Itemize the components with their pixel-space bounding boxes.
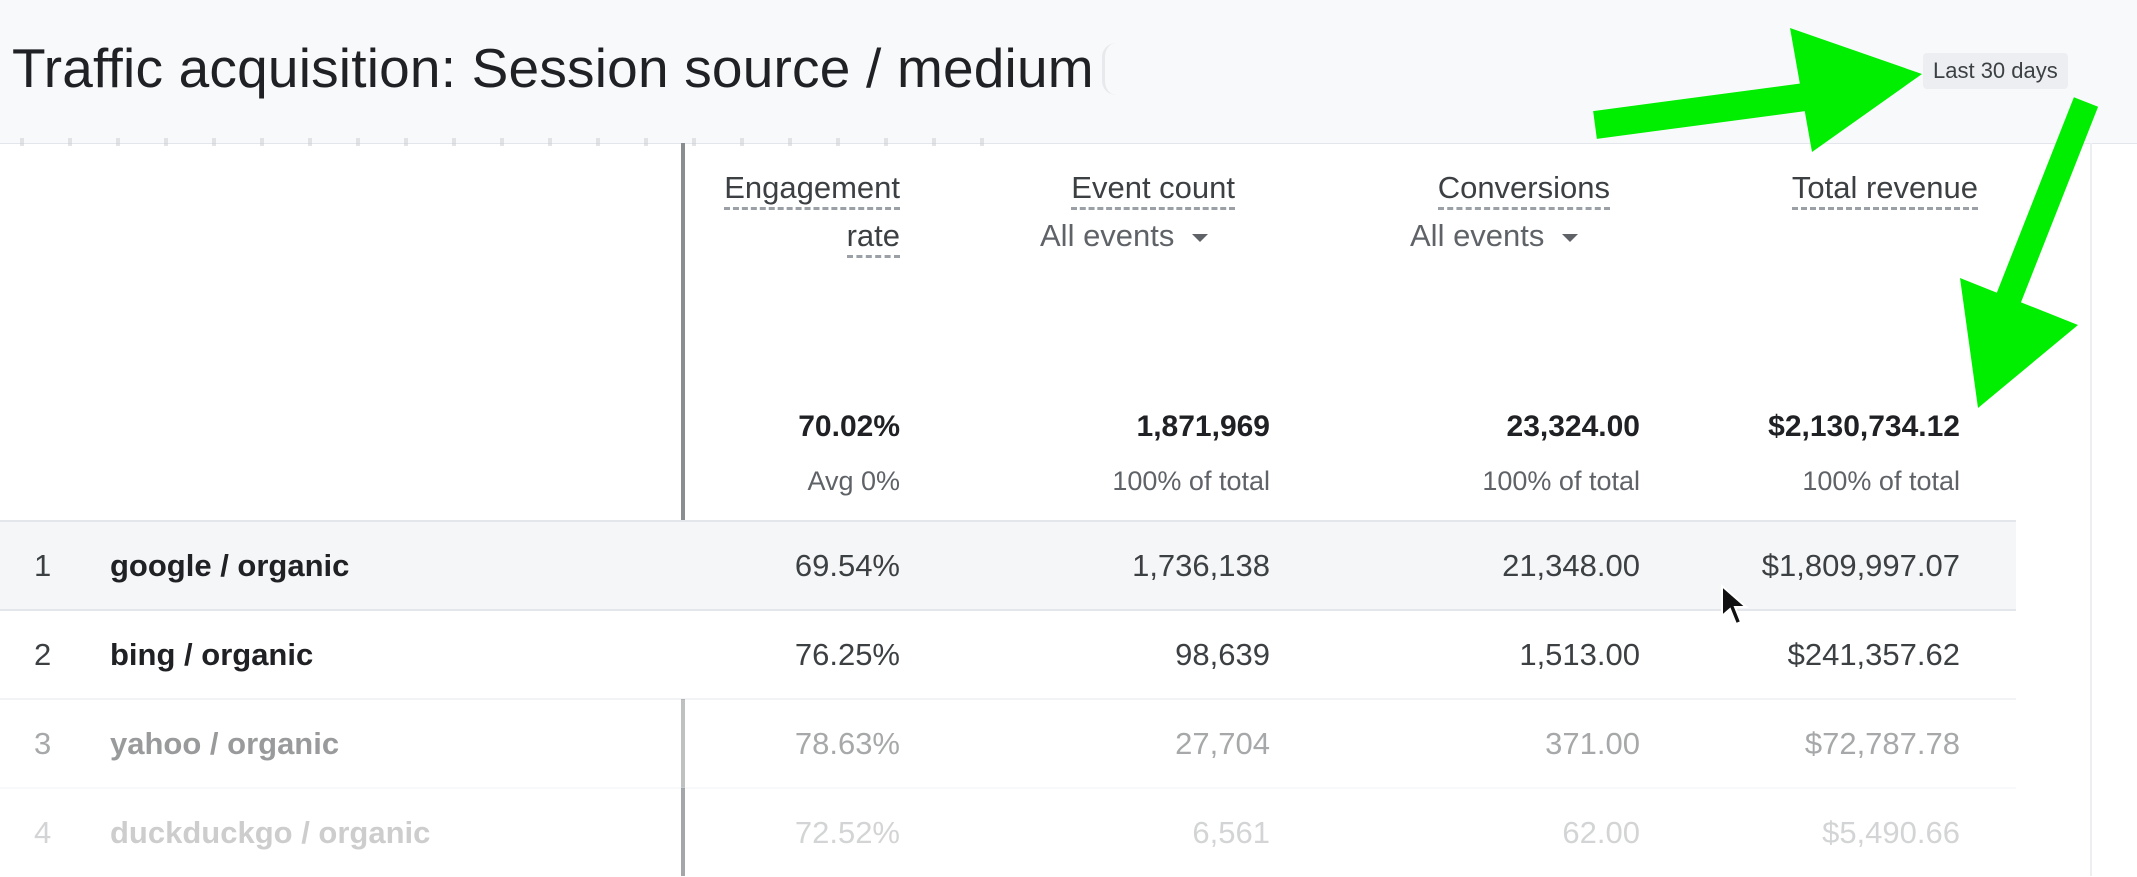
cell-event-count: 1,736,138	[1132, 548, 1270, 583]
column-title: Engagement	[724, 170, 900, 210]
event-count-event-selector[interactable]: All events	[1000, 212, 1270, 260]
total-engagement-rate: 70.02%	[798, 410, 900, 443]
cell-event-count: 27,704	[1175, 726, 1270, 761]
total-revenue: $2,130,734.12	[1768, 410, 1960, 443]
arrow-to-total-revenue-icon	[1960, 97, 2099, 408]
arrow-shaft	[1593, 81, 1822, 139]
cell-total-revenue: $72,787.78	[1804, 726, 1960, 761]
table-row[interactable]: 2 bing / organic 76.25% 98,639 1,513.00 …	[0, 609, 2016, 699]
row-index: 1	[34, 548, 52, 583]
cell-conversions: 371.00	[1545, 726, 1640, 761]
column-title: Event count	[1071, 170, 1235, 210]
dimension-column-divider	[681, 143, 685, 876]
cell-conversions: 62.00	[1562, 815, 1640, 850]
selector-label: All events	[1410, 218, 1545, 253]
total-revenue-sub: 100% of total	[1802, 466, 1960, 496]
date-range-button[interactable]: Last 30 days	[1923, 53, 2068, 89]
arrow-shaft	[1989, 97, 2099, 320]
total-conversions: 23,324.00	[1506, 410, 1640, 443]
conversions-event-selector[interactable]: All events	[1370, 212, 1640, 260]
cell-engagement-rate: 78.63%	[794, 726, 900, 761]
table-row[interactable]: 1 google / organic 69.54% 1,736,138 21,3…	[0, 520, 2016, 610]
cell-event-count: 6,561	[1192, 815, 1270, 850]
total-engagement-rate-sub: Avg 0%	[807, 466, 900, 496]
row-dimension-link[interactable]: bing / organic	[110, 637, 314, 672]
header-divider-dots	[20, 138, 1020, 146]
total-event-count-sub: 100% of total	[1112, 466, 1270, 496]
row-index: 3	[34, 726, 52, 761]
column-header-conversions[interactable]: Conversions All events	[1370, 164, 1640, 260]
selector-label: All events	[1040, 218, 1175, 253]
cell-total-revenue: $241,357.62	[1787, 637, 1960, 672]
arrow-to-date-range-icon	[1593, 28, 1922, 152]
row-index: 4	[34, 815, 52, 850]
column-header-total-revenue[interactable]: Total revenue	[1700, 164, 1978, 212]
arrow-head	[1960, 278, 2078, 408]
right-edge-rule	[2090, 143, 2092, 876]
page-title-text: Traffic acquisition: Session source / me…	[12, 37, 1094, 99]
column-title: Total revenue	[1791, 170, 1978, 210]
page-title: Traffic acquisition: Session source / me…	[12, 36, 1123, 100]
cell-conversions: 1,513.00	[1519, 637, 1640, 672]
cell-event-count: 98,639	[1175, 637, 1270, 672]
row-dimension-link[interactable]: yahoo / organic	[110, 726, 340, 761]
chevron-down-icon	[1192, 233, 1209, 242]
cell-engagement-rate: 72.52%	[794, 815, 900, 850]
mouse-cursor-icon	[1721, 584, 1749, 626]
cell-conversions: 21,348.00	[1502, 548, 1640, 583]
table-row[interactable]: 3 yahoo / organic 78.63% 27,704 371.00 $…	[0, 698, 2016, 788]
report-header: Traffic acquisition: Session source / me…	[0, 0, 2137, 146]
cell-engagement-rate: 76.25%	[794, 637, 900, 672]
title-overflow-fade	[1101, 43, 1123, 95]
row-index: 2	[34, 637, 52, 672]
cell-total-revenue: $5,490.66	[1822, 815, 1960, 850]
column-header-event-count[interactable]: Event count All events	[1000, 164, 1270, 260]
column-title-line2: rate	[846, 218, 900, 258]
row-dimension-link[interactable]: google / organic	[110, 548, 350, 583]
row-dimension-link[interactable]: duckduckgo / organic	[110, 815, 431, 850]
chevron-down-icon	[1562, 233, 1579, 242]
cell-engagement-rate: 69.54%	[794, 548, 900, 583]
arrow-head	[1790, 28, 1922, 152]
total-conversions-sub: 100% of total	[1482, 466, 1640, 496]
column-header-engagement-rate[interactable]: Engagement rate	[700, 164, 900, 260]
cell-total-revenue: $1,809,997.07	[1761, 548, 1960, 583]
table-row[interactable]: 4 duckduckgo / organic 72.52% 6,561 62.0…	[0, 787, 2016, 877]
total-event-count: 1,871,969	[1136, 410, 1270, 443]
column-title: Conversions	[1437, 170, 1610, 210]
